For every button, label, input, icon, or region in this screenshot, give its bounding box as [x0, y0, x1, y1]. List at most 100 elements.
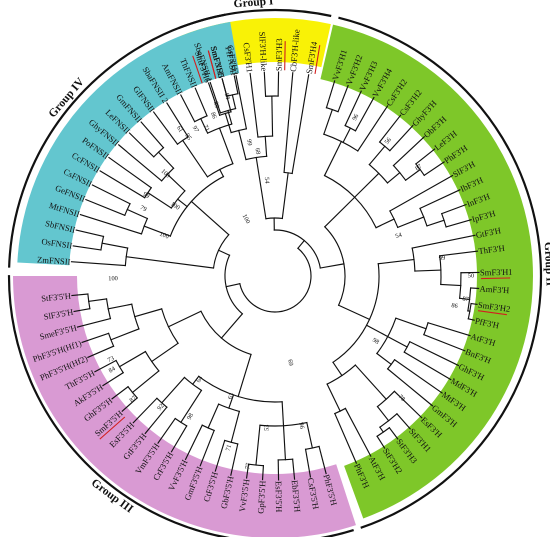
internal-branch — [282, 425, 287, 461]
tip-branch — [292, 458, 296, 480]
bootstrap-value: 100 — [158, 231, 169, 241]
group-ii-arc — [338, 16, 543, 529]
bootstrap-value: 69 — [286, 359, 294, 367]
tip-branch — [376, 435, 386, 449]
clade-arc — [273, 229, 321, 269]
group-iii-sector — [13, 276, 356, 537]
tip-branch — [111, 385, 129, 400]
bootstrap-value: 61 — [175, 125, 184, 134]
internal-branch — [150, 342, 179, 363]
tip-branch — [184, 424, 203, 461]
group-iv-arc — [8, 13, 226, 268]
leaf-label: OsFNSII — [41, 236, 73, 250]
tip-branch — [230, 443, 239, 476]
tip-branch — [70, 261, 126, 267]
internal-branch — [414, 269, 442, 272]
internal-branch — [228, 394, 235, 409]
bootstrap-value: 96 — [297, 422, 305, 430]
bootstrap-value: 100 — [169, 200, 181, 211]
tip-branch — [233, 75, 239, 95]
leaf-label: EsF3'5'H — [274, 481, 285, 512]
tip-branch — [117, 144, 163, 182]
tip-branch — [132, 397, 158, 424]
clade-arc — [217, 403, 241, 413]
clade-arc — [197, 375, 283, 403]
internal-branch — [190, 200, 230, 236]
internal-branch — [230, 410, 241, 444]
internal-branch — [143, 225, 172, 237]
internal-branch — [354, 364, 388, 401]
internal-branch — [101, 242, 129, 249]
tip-branch — [170, 425, 188, 453]
highlight-underline — [192, 55, 203, 84]
bootstrap-value: 99 — [142, 191, 151, 200]
bootstrap-value: 50 — [468, 273, 474, 280]
clade-arc — [386, 358, 396, 370]
leaf-label: GtF3'H — [475, 225, 502, 240]
tip-branch — [393, 358, 443, 394]
leaf-label: GpF3'5'H — [255, 480, 267, 514]
clade-arc — [334, 407, 347, 415]
internal-branch — [426, 219, 445, 227]
tip-branch — [76, 317, 112, 328]
clade-arc — [144, 350, 160, 372]
tip-branch — [344, 90, 362, 127]
tip-branch — [419, 189, 461, 210]
internal-branch — [368, 145, 386, 166]
clade-arc — [403, 340, 411, 353]
group-iv-sector — [17, 21, 240, 266]
bootstrap-value: 87 — [462, 296, 470, 304]
internal-branch — [176, 198, 188, 208]
bootstrap-value: 87 — [128, 394, 138, 404]
leaf-label: SmF3'H1 — [480, 267, 513, 278]
tip-branch — [470, 302, 478, 306]
internal-branch — [107, 303, 133, 310]
tip-branch — [207, 82, 221, 116]
internal-branch — [297, 239, 306, 250]
clade-arc — [201, 424, 215, 432]
tip-branch — [79, 213, 143, 235]
leaf-label: ZmFNSII — [37, 254, 71, 266]
bootstrap-value: 86 — [209, 111, 218, 119]
internal-branch — [225, 283, 241, 288]
clade-arc — [115, 359, 124, 374]
tip-branch — [99, 170, 146, 199]
tip-branch — [102, 371, 124, 387]
internal-branch — [167, 310, 202, 328]
tip-branch — [318, 445, 327, 475]
bootstrap-value: 99 — [439, 255, 446, 263]
internal-branch — [217, 249, 231, 256]
tip-branch — [75, 229, 105, 238]
tip-branch — [249, 72, 259, 138]
clade-arc — [169, 175, 225, 237]
tip-branch — [396, 412, 411, 430]
internal-branch — [166, 173, 186, 192]
clade-arc — [140, 217, 149, 235]
bootstrap-value: 98 — [371, 337, 380, 346]
clade-arc — [107, 332, 115, 347]
internal-branch — [376, 405, 390, 422]
tip-branch — [87, 345, 115, 359]
tip-branch — [388, 426, 399, 440]
clade-arc — [419, 207, 428, 227]
tip-branch — [283, 72, 294, 174]
internal-branch — [181, 139, 209, 178]
clade-arc — [389, 210, 399, 229]
internal-branch — [200, 117, 209, 134]
clade-arc — [257, 135, 274, 138]
tip-branch — [140, 121, 165, 149]
tip-branch — [194, 87, 208, 117]
clade-arc — [193, 115, 208, 123]
internal-branch — [319, 263, 345, 269]
internal-branch — [332, 361, 343, 377]
internal-branch — [160, 376, 186, 404]
tip-branch — [263, 71, 267, 97]
internal-branch — [281, 401, 285, 427]
internal-branch — [207, 403, 220, 429]
leaf-label: SmF3'H3 — [274, 38, 285, 71]
clade-arc — [174, 417, 188, 427]
tip-branch — [427, 322, 471, 337]
clade-arc — [392, 164, 407, 182]
tip-branch — [144, 406, 168, 435]
internal-branch — [353, 172, 380, 199]
